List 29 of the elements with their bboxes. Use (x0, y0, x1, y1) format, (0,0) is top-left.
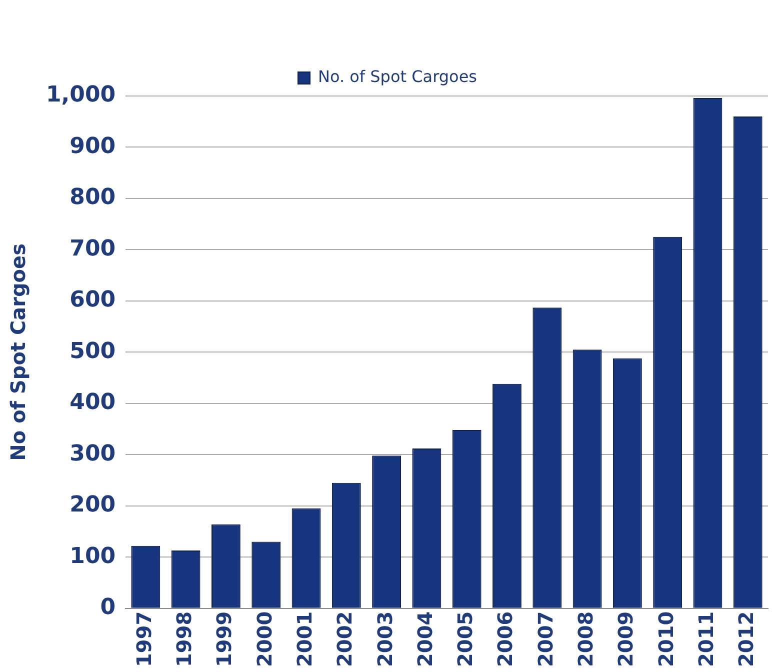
y-tick-label: 300 (70, 441, 116, 466)
x-tick-label: 2012 (734, 611, 758, 668)
x-tick-label: 2000 (252, 611, 276, 668)
y-tick-label: 500 (70, 338, 116, 364)
x-tick-label: 2002 (332, 611, 357, 668)
x-tick-label: 2009 (614, 611, 638, 668)
x-tick-label: 2003 (372, 611, 397, 668)
y-tick-label: 900 (70, 134, 116, 159)
y-tick-label: 1,000 (46, 82, 116, 108)
x-tick-label: 1998 (172, 611, 196, 668)
x-tick-label: 2008 (573, 611, 598, 668)
legend-label: No. of Spot Cargoes (318, 67, 478, 86)
y-tick-label: 0 (100, 595, 116, 620)
x-tick-label: 2004 (412, 611, 437, 668)
x-tick-label: 2007 (533, 611, 558, 668)
y-tick-label: 700 (70, 236, 116, 262)
x-tick-label: 1999 (212, 611, 236, 668)
y-axis-title: No of Spot Cargoes (6, 243, 30, 461)
y-tick-label: 400 (70, 390, 116, 416)
y-tick-label: 800 (70, 185, 116, 210)
x-tick-label: 2001 (292, 611, 316, 668)
y-tick-label: 600 (70, 288, 116, 313)
x-tick-label: 1997 (132, 611, 156, 668)
x-tick-label: 2011 (694, 611, 718, 668)
y-tick-label: 200 (70, 492, 116, 518)
x-tick-label: 2005 (453, 611, 478, 668)
y-tick-label: 100 (70, 544, 116, 569)
x-tick-label: 2010 (654, 611, 678, 668)
x-tick-label: 2006 (493, 611, 518, 668)
